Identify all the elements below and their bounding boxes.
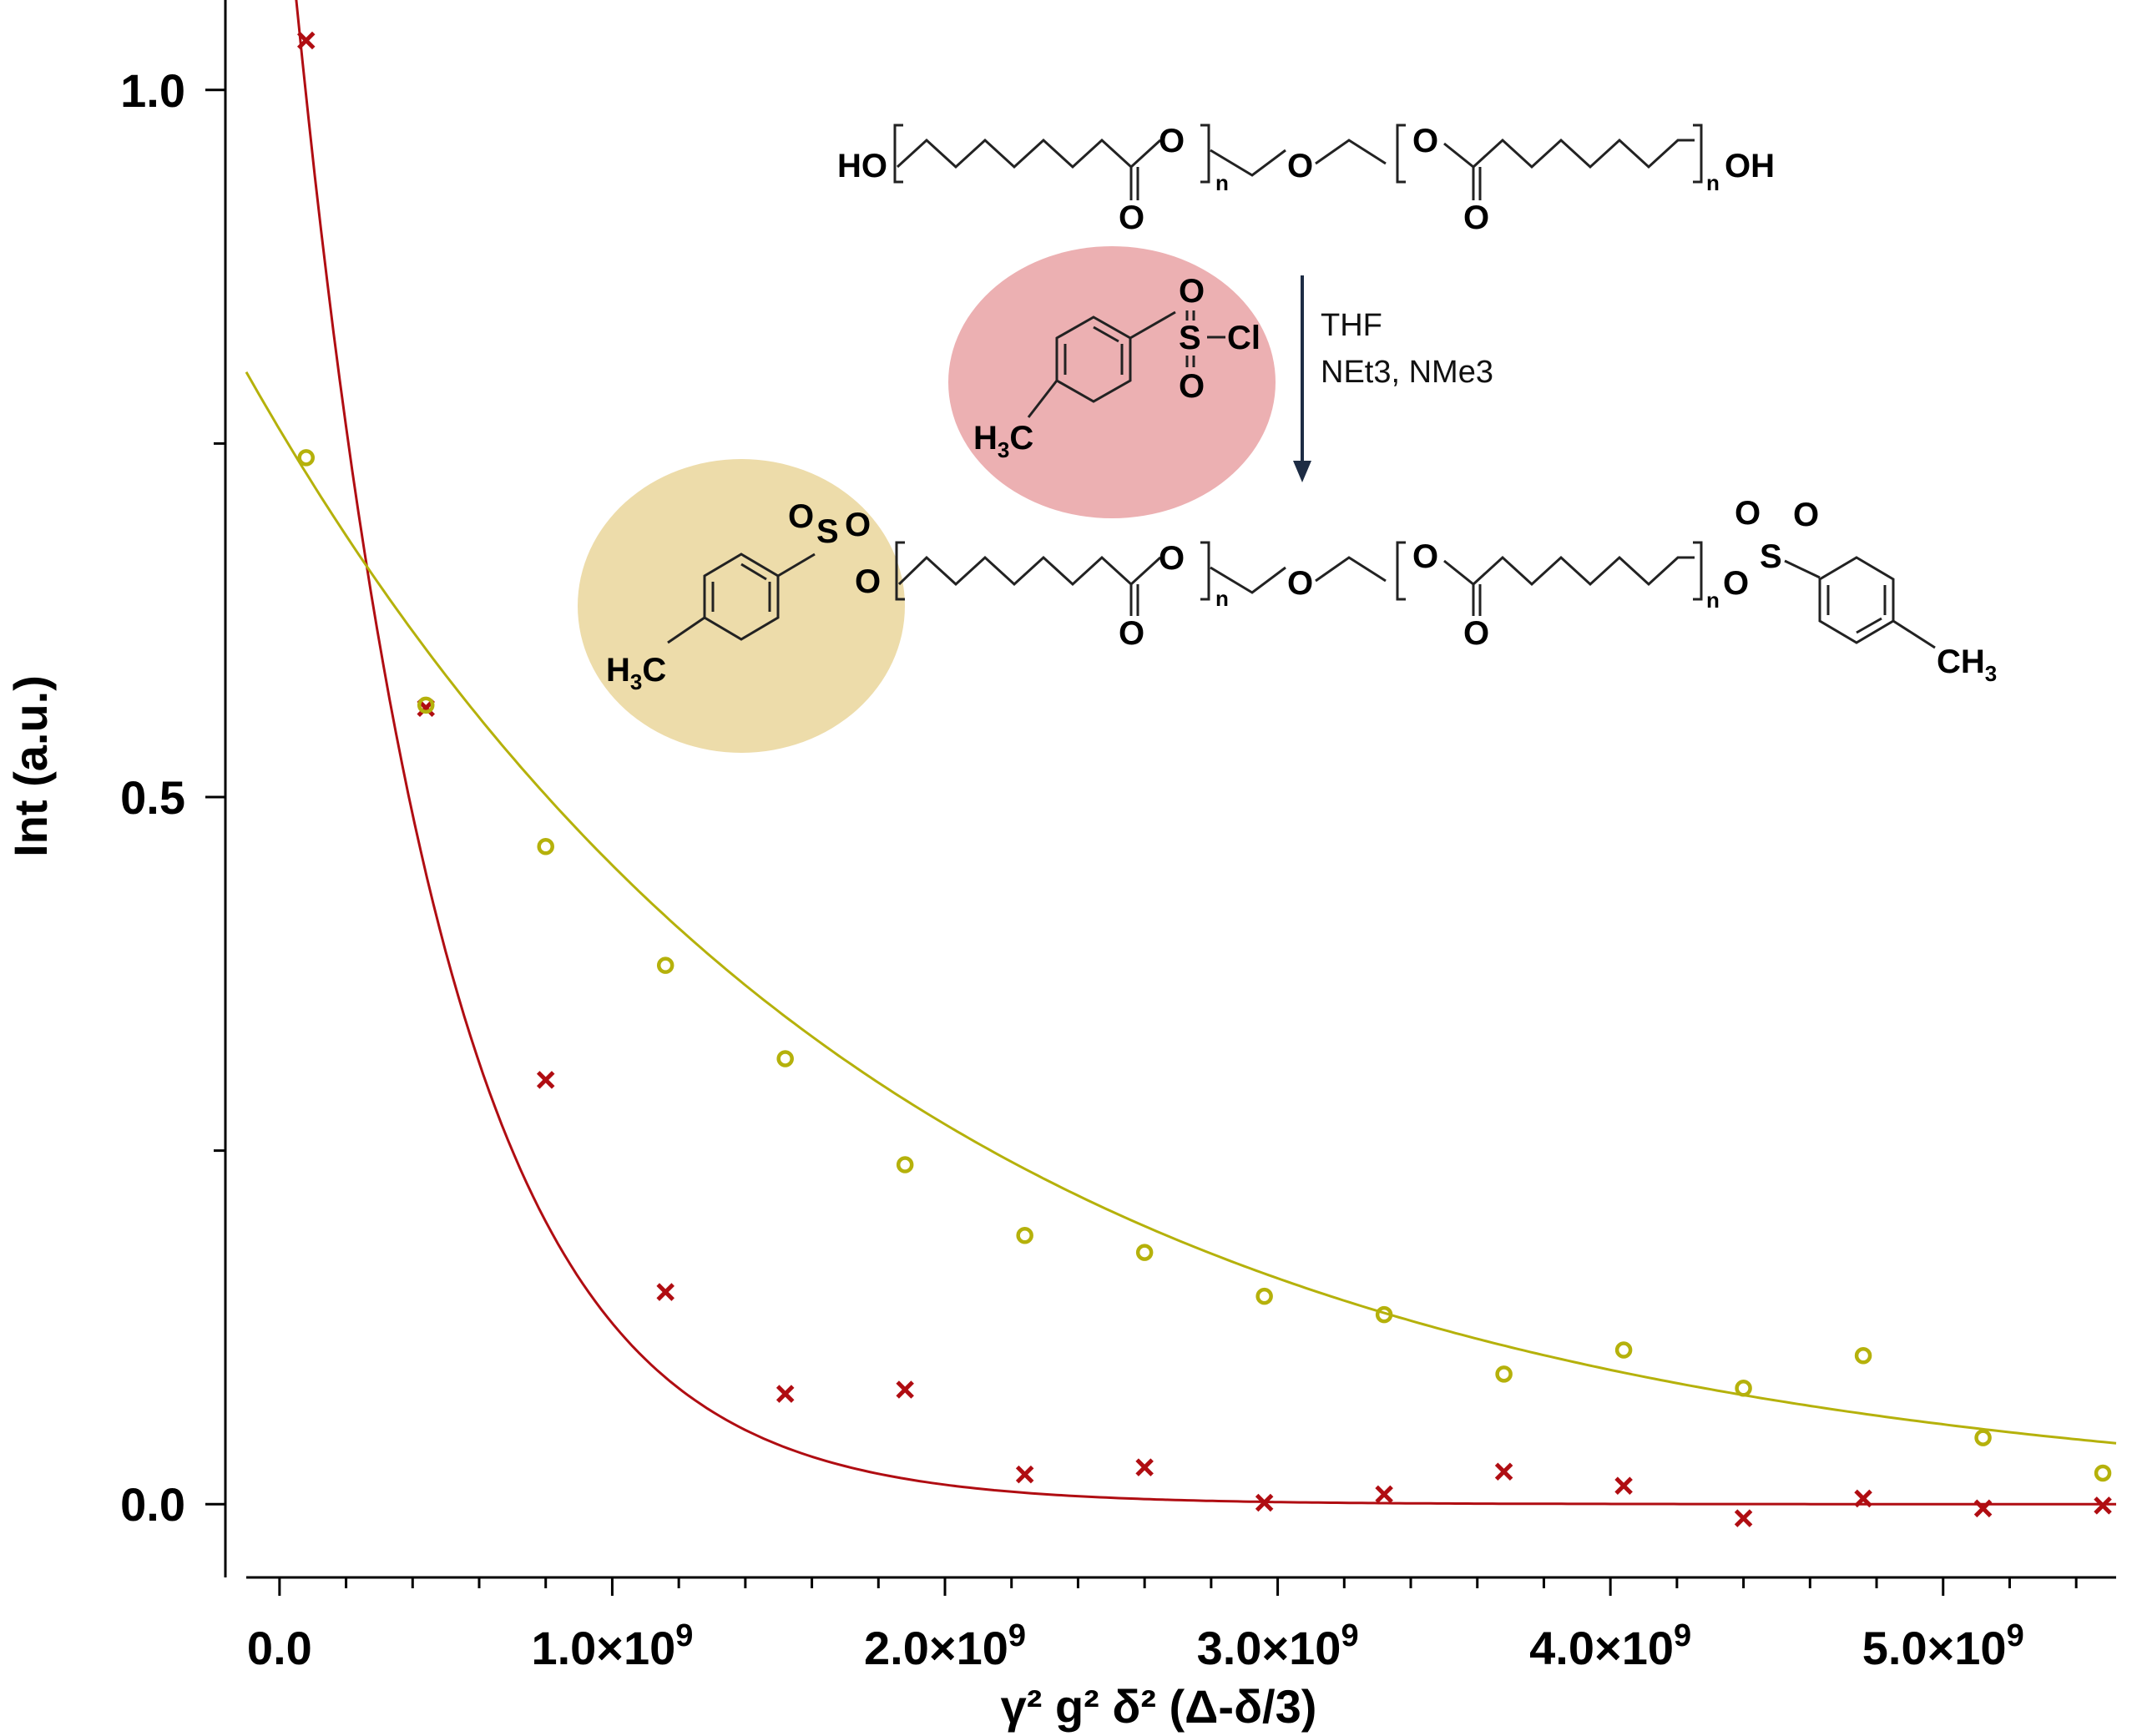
data-point-o — [297, 449, 315, 467]
data-point-x — [2094, 1496, 2112, 1515]
x-tick-label: 1.0×109 — [531, 1618, 693, 1674]
data-point-x — [775, 1385, 795, 1403]
tosyl-chloride-highlight — [948, 246, 1276, 518]
product-ester-o-1: O — [1159, 540, 1185, 577]
data-point-o — [1495, 1365, 1513, 1383]
product-s2-o-a: O — [1735, 495, 1761, 532]
product-s2-o-b: O — [1793, 497, 1819, 533]
reagent-cl: Cl — [1227, 320, 1260, 356]
data-point-x — [1494, 1462, 1513, 1481]
product-carbonyl-o-2: O — [1463, 615, 1489, 652]
data-point-o — [2094, 1464, 2112, 1482]
ester-o-2: O — [1412, 123, 1438, 159]
y-axis-title: Int (a.u.) — [4, 675, 57, 857]
y-tick-label: 0.5 — [120, 771, 185, 824]
repeat-n-1: n — [1215, 170, 1229, 195]
data-point-o — [656, 956, 674, 974]
condition-bases: NEt3, NMe3 — [1321, 355, 1493, 390]
product-s1-o-a: O — [788, 498, 814, 535]
data-point-x — [1135, 1458, 1154, 1476]
product-ether-o: O — [1287, 565, 1313, 602]
data-point-o — [417, 696, 435, 714]
data-point-x — [656, 1283, 674, 1301]
tosylated-polymer: H3C S O O O O O n O O O n O S O — [606, 495, 1997, 694]
h3c-product-label: H3C — [606, 652, 666, 694]
carbonyl-o-2: O — [1463, 199, 1489, 236]
data-point-x — [536, 1071, 555, 1089]
y-tick-label: 0.0 — [120, 1478, 185, 1531]
data-point-x — [296, 31, 316, 50]
ho-label: HO — [837, 148, 887, 184]
axes: 0.0 1.0×109 2.0×109 3.0×109 4.0×109 5.0×109 0… — [4, 0, 2116, 1733]
ether-o-1: O — [1287, 148, 1313, 184]
x-tick-label: 0.0 — [247, 1622, 312, 1674]
oh-label: OH — [1725, 148, 1775, 184]
data-point-o — [1614, 1341, 1633, 1359]
data-point-x — [1375, 1485, 1393, 1504]
data-point-x — [896, 1380, 914, 1399]
data-point-o — [1375, 1305, 1393, 1324]
data-point-o — [1735, 1380, 1752, 1397]
x-tick-label: 4.0×109 — [1529, 1618, 1691, 1674]
product-s-1: S — [816, 513, 839, 550]
data-point-x — [1973, 1499, 1993, 1518]
product-s-2: S — [1760, 538, 1782, 575]
data-point-o — [1854, 1347, 1872, 1365]
data-point-o — [1135, 1244, 1154, 1261]
product-n-2: n — [1706, 588, 1720, 613]
reaction-scheme: HO O O n O O O n OH — [578, 123, 1997, 753]
data-point-o — [776, 1050, 794, 1067]
x-ticks: 0.0 1.0×109 2.0×109 3.0×109 4.0×109 5.0×109 — [247, 1577, 2078, 1674]
data-point-o — [537, 838, 554, 855]
ester-o-1: O — [1159, 123, 1185, 159]
tosylate-highlight — [578, 459, 905, 753]
fit-curve-1 — [295, 0, 2116, 1506]
reagent-o-bottom: O — [1179, 368, 1205, 405]
data-point-x — [1255, 1493, 1274, 1512]
data-point-x — [1614, 1476, 1633, 1495]
data-points — [296, 31, 2112, 1527]
data-point-o — [1255, 1287, 1273, 1305]
data-point-x — [1734, 1509, 1753, 1527]
condition-solvent: THF — [1321, 308, 1382, 343]
x-tick-label: 2.0×109 — [864, 1618, 1026, 1674]
carbonyl-o-1: O — [1119, 199, 1144, 236]
data-point-o — [1016, 1227, 1033, 1244]
h3c-label: H3C — [973, 420, 1033, 462]
data-point-x — [1015, 1465, 1034, 1484]
ch3-label: CH3 — [1937, 643, 1997, 686]
x-axis-title: γ² g² δ² (Δ-δ/3) — [1001, 1680, 1317, 1733]
fit-curve-2 — [245, 371, 2117, 1445]
x-tick-label: 3.0×109 — [1197, 1618, 1359, 1674]
data-point-x — [1854, 1489, 1872, 1508]
product-ester-o-2: O — [1412, 538, 1438, 575]
reaction-arrow: THF NEt3, NMe3 — [1293, 275, 1493, 482]
fit-curves — [245, 0, 2117, 1506]
product-s2-o-link: O — [1723, 565, 1749, 602]
data-point-o — [1974, 1429, 1992, 1446]
reagent-s: S — [1179, 320, 1201, 356]
tosyl-chloride: H3C S O O Cl — [973, 273, 1260, 462]
product-s1-o-link: O — [855, 563, 881, 600]
product-n-1: n — [1215, 586, 1229, 611]
data-point-o — [896, 1156, 914, 1173]
x-tick-label: 5.0×109 — [1862, 1618, 2024, 1674]
reagent-o-top: O — [1179, 273, 1205, 310]
y-ticks: 0.0 0.5 1.0 — [120, 64, 225, 1531]
product-s1-o-b: O — [845, 507, 871, 543]
repeat-n-2: n — [1706, 170, 1720, 195]
starting-polymer: HO O O n O O O n OH — [837, 123, 1775, 236]
product-carbonyl-o-1: O — [1119, 615, 1144, 652]
y-tick-label: 1.0 — [120, 64, 185, 117]
